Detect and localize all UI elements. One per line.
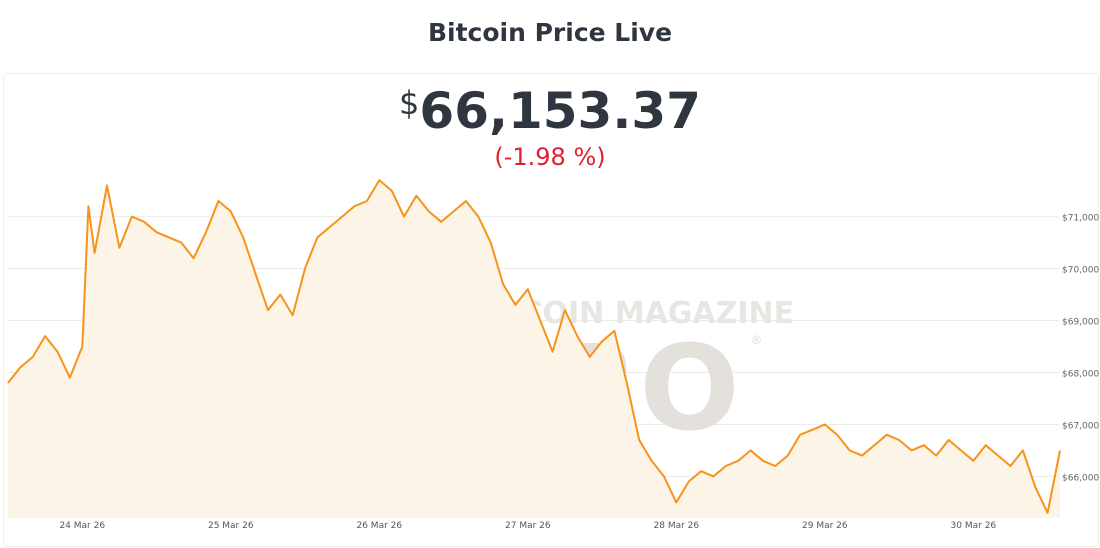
x-tick-label: 26 Mar 26 <box>356 521 402 531</box>
x-tick-label: 27 Mar 26 <box>505 521 551 531</box>
x-axis: 24 Mar 26 25 Mar 26 26 Mar 26 27 Mar 26 28 M… <box>59 521 996 531</box>
page-title: Bitcoin Price Live <box>427 18 673 47</box>
price-area <box>8 180 1060 518</box>
y-tick-label: $70,000 <box>1062 266 1099 276</box>
price-line <box>7 179 1061 514</box>
price-value: 66,153.37 <box>419 82 701 140</box>
x-tick-label: 29 Mar 26 <box>802 521 848 531</box>
y-axis: $71,000 $70,000 $69,000 $68,000 $67,000 $66,0… <box>1062 214 1099 484</box>
watermark-registered: ® <box>752 333 761 347</box>
x-tick-label: 28 Mar 26 <box>654 521 700 531</box>
y-tick-label: $66,000 <box>1062 473 1099 483</box>
x-tick-label: 24 Mar 26 <box>59 521 105 531</box>
y-tick-label: $69,000 <box>1062 318 1099 328</box>
y-tick-label: $71,000 <box>1062 214 1099 224</box>
x-tick-label: 25 Mar 26 <box>208 521 254 531</box>
y-tick-label: $68,000 <box>1062 369 1099 379</box>
x-tick-label: 30 Mar 26 <box>951 521 997 531</box>
currency-symbol: $ <box>399 84 420 122</box>
price-change: (-1.98 %) <box>494 143 606 171</box>
y-tick-label: $67,000 <box>1062 421 1099 431</box>
current-price: $66,153.37 <box>0 82 1100 140</box>
